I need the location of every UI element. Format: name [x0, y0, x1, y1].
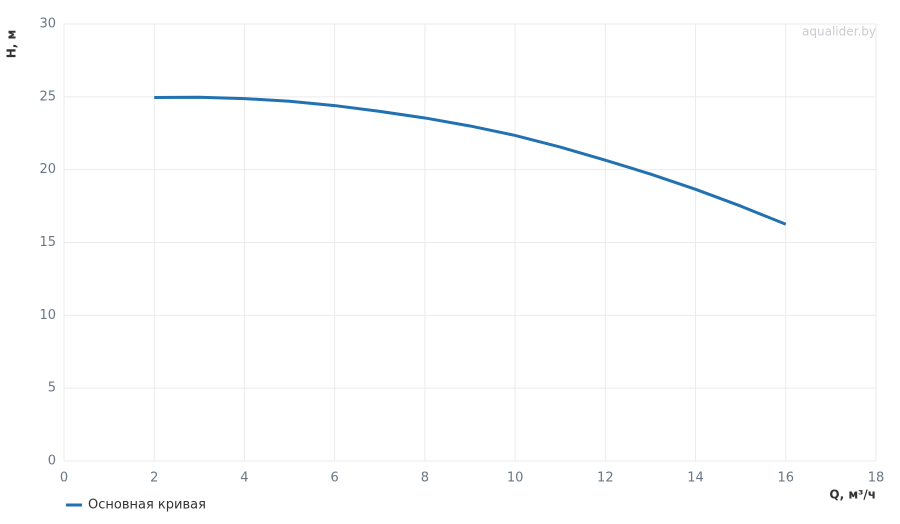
x-tick-label: 14	[687, 471, 704, 486]
x-tick-label: 4	[240, 471, 248, 486]
y-tick-label: 0	[48, 454, 56, 469]
watermark: aqualider.by	[802, 25, 876, 39]
y-tick-label: 30	[39, 17, 56, 32]
y-tick-label: 15	[39, 235, 56, 250]
y-tick-label: 5	[48, 381, 56, 396]
x-tick-label: 0	[60, 471, 68, 486]
x-axis-title: Q, м³/ч	[829, 488, 876, 502]
x-tick-label: 2	[150, 471, 158, 486]
x-tick-label: 10	[507, 471, 524, 486]
x-tick-label: 8	[421, 471, 429, 486]
x-tick-label: 12	[597, 471, 614, 486]
legend-label: Основная кривая	[88, 498, 206, 513]
x-tick-label: 6	[331, 471, 339, 486]
x-tick-label: 18	[868, 471, 885, 486]
y-tick-label: 25	[39, 89, 56, 104]
y-axis-title: H, м	[5, 30, 19, 59]
x-tick-label: 16	[778, 471, 795, 486]
line	[154, 95, 787, 226]
y-tick-label: 10	[39, 308, 56, 323]
y-tick-label: 20	[39, 162, 56, 177]
